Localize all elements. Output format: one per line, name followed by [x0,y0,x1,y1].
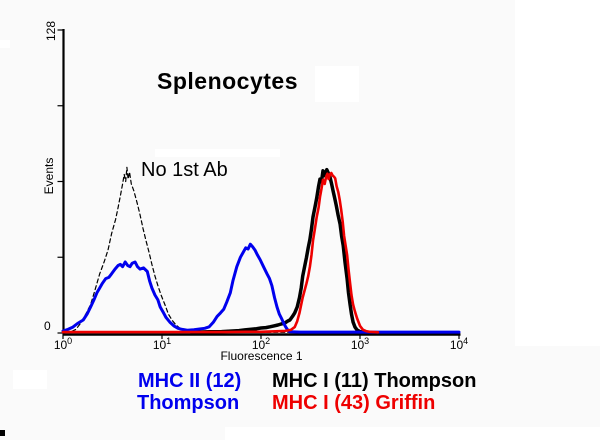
series-no-1st-ab [64,166,292,334]
x-axis-title: Fluorescence 1 [220,349,303,363]
legend-mhc-i-griffin: MHC I (43) Griffin [272,392,436,414]
legend-mhc-i-thompson: MHC I (11) Thompson [272,370,477,392]
y-axis-title: Events [42,157,56,195]
background-patch [13,370,47,389]
background-patch [515,0,600,346]
legend-mhc-ii-line2: Thompson [137,392,240,414]
x-tick-label-10e2: 102 [251,336,271,352]
stray-mark [0,430,5,436]
background-patch [315,66,359,102]
background-patch [225,427,600,440]
series-mhc-i-thompson [190,167,374,335]
x-axis-tick-labels: 100 101 102 103 104 [0,336,600,352]
background-patch [155,149,280,157]
chart-title: Splenocytes [157,68,298,94]
x-tick-label-10e0: 100 [53,336,73,352]
series-mhc-ii-thompson [61,242,461,334]
background-patch [0,40,10,48]
y-axis-min-label: 0 [44,319,51,333]
x-tick-label-10e3: 103 [350,336,370,352]
series-mhc-i-griffin [61,171,380,334]
y-axis-max-label: 128 [44,20,58,42]
legend-mhc-ii-line1: MHC II (12) [138,370,242,392]
no-first-ab-annotation: No 1st Ab [141,159,228,181]
x-tick-label-10e4: 104 [449,336,469,352]
x-tick-label-10e1: 101 [152,336,172,352]
